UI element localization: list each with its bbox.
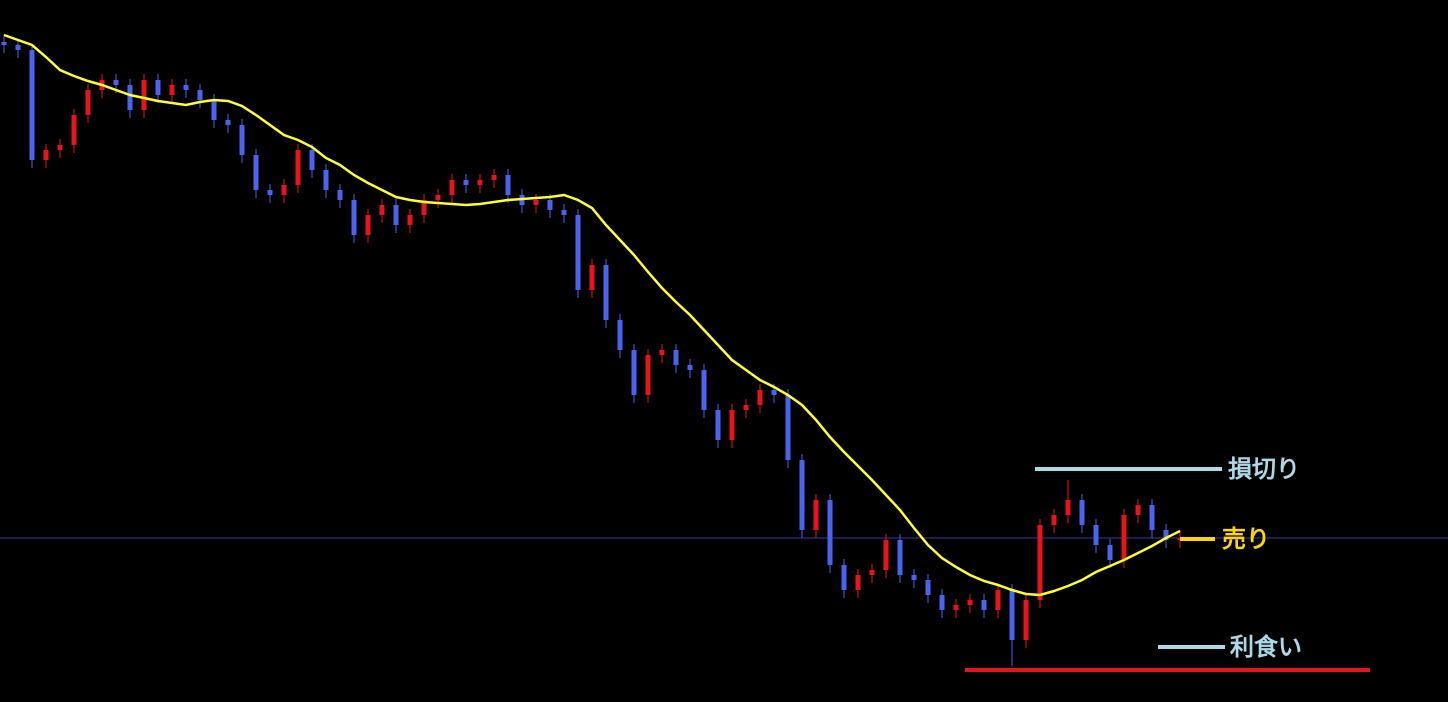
- candle-body: [295, 150, 301, 185]
- candle-body: [617, 320, 623, 350]
- candle-body: [785, 395, 791, 460]
- candle-body: [575, 215, 581, 290]
- candle-body: [967, 600, 973, 605]
- candle-body: [15, 45, 21, 50]
- candle-body: [1079, 500, 1085, 525]
- candle-body: [477, 180, 483, 185]
- candle-body: [211, 100, 217, 120]
- candle-body: [589, 265, 595, 290]
- candle-body: [911, 575, 917, 580]
- candle-body: [169, 85, 175, 95]
- candle-body: [841, 565, 847, 590]
- candle-body: [729, 410, 735, 440]
- moving-average: [3, 33, 1181, 597]
- candle-body: [309, 150, 315, 170]
- candle-body: [155, 80, 161, 95]
- candle-body: [799, 460, 805, 530]
- candle-body: [127, 85, 133, 110]
- candle-body: [939, 595, 945, 610]
- candle-body: [995, 590, 1001, 610]
- candle-body: [267, 190, 273, 195]
- candle-body: [771, 390, 777, 395]
- candle-body: [869, 570, 875, 575]
- candle-body: [631, 350, 637, 395]
- candle-body: [1121, 515, 1127, 560]
- candle-body: [687, 365, 693, 370]
- candle-body: [1149, 505, 1155, 530]
- level-label: 売り: [1222, 525, 1270, 553]
- candle-body: [1023, 600, 1029, 640]
- candle-body: [1093, 525, 1099, 545]
- candle-body: [925, 580, 931, 595]
- candle-body: [715, 410, 721, 440]
- candle-body: [813, 500, 819, 530]
- candle-body: [225, 120, 231, 125]
- candle-body: [365, 215, 371, 235]
- candle-body: [743, 405, 749, 410]
- candle-body: [379, 205, 385, 215]
- candle-body: [183, 85, 189, 90]
- candle-body: [701, 370, 707, 410]
- candle-body: [603, 265, 609, 320]
- candle-body: [897, 540, 903, 575]
- candle-body: [435, 195, 441, 200]
- candle-body: [757, 390, 763, 405]
- candle-body: [141, 80, 147, 110]
- candle-body: [351, 200, 357, 235]
- level-label: 利食い: [1230, 633, 1302, 661]
- candle-body: [1135, 505, 1141, 515]
- candle-body: [981, 600, 987, 610]
- candle-body: [561, 210, 567, 215]
- candle-body: [1051, 515, 1057, 525]
- candle-body: [645, 355, 651, 395]
- candle-body: [827, 500, 833, 565]
- candle-body: [1, 42, 7, 45]
- candle-body: [281, 185, 287, 195]
- candle-body: [43, 150, 49, 160]
- candle-body: [71, 115, 77, 145]
- candle-body: [953, 605, 959, 610]
- candle-body: [659, 350, 665, 355]
- candle-body: [253, 155, 259, 190]
- candle-body: [505, 175, 511, 195]
- candle-body: [393, 205, 399, 225]
- candle-body: [463, 180, 469, 185]
- candle-body: [29, 50, 35, 160]
- candle-body: [547, 200, 553, 210]
- candle-body: [1009, 590, 1015, 640]
- candle-body: [197, 90, 203, 100]
- candle-body: [673, 350, 679, 365]
- candle-body: [883, 540, 889, 570]
- candle-body: [1037, 525, 1043, 600]
- candle-body: [491, 175, 497, 180]
- candle-body: [239, 125, 245, 155]
- candle-body: [1065, 500, 1071, 515]
- candle-body: [407, 215, 413, 225]
- candle-body: [1163, 530, 1169, 540]
- candle-body: [449, 180, 455, 195]
- level-label: 損切り: [1228, 455, 1300, 483]
- candle-body: [85, 90, 91, 115]
- candle-body: [337, 190, 343, 200]
- candle-body: [57, 145, 63, 150]
- candle-body: [1107, 545, 1113, 560]
- candle-body: [533, 200, 539, 205]
- candle-body: [421, 200, 427, 215]
- candle-body: [113, 80, 119, 85]
- candle-body: [323, 170, 329, 190]
- candle-body: [855, 575, 861, 590]
